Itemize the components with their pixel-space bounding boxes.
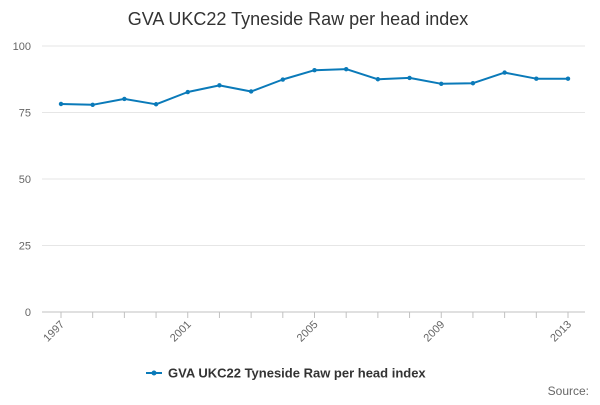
y-tick-label: 0 (25, 307, 31, 319)
x-tick-label: 2001 (168, 319, 194, 345)
data-point[interactable] (153, 102, 159, 107)
data-point[interactable] (343, 66, 349, 72)
y-tick-label: 100 (13, 41, 31, 53)
data-point[interactable] (502, 70, 507, 75)
x-tick-label: 2005 (295, 319, 321, 345)
data-point[interactable] (90, 102, 95, 107)
data-point[interactable] (407, 75, 412, 81)
series-layer (58, 66, 571, 107)
grid-layer (42, 45, 585, 313)
chart-title: GVA UKC22 Tyneside Raw per head index (128, 9, 469, 29)
data-point[interactable] (122, 96, 127, 102)
data-point[interactable] (470, 81, 476, 86)
x-tick-label: 1997 (41, 319, 67, 345)
data-point[interactable] (248, 89, 254, 94)
data-point[interactable] (185, 89, 190, 95)
y-tick-label: 25 (19, 241, 31, 253)
series-line (60, 68, 569, 106)
data-point[interactable] (280, 77, 286, 82)
data-point[interactable] (375, 77, 381, 82)
data-point[interactable] (217, 83, 222, 88)
axis-layer: 0 25 50 75 100 1997 2001 2005 2009 2013 (13, 41, 574, 344)
data-point[interactable] (58, 101, 64, 107)
data-point[interactable] (565, 76, 571, 81)
x-tick-label: 2009 (422, 319, 448, 345)
y-tick-label: 50 (19, 174, 31, 186)
source-label: Source: (548, 384, 589, 398)
y-tick-label: 75 (19, 108, 31, 120)
legend-label: GVA UKC22 Tyneside Raw per head index (168, 366, 426, 381)
x-tick-label: 2013 (548, 319, 574, 345)
legend[interactable]: GVA UKC22 Tyneside Raw per head index (146, 366, 426, 381)
data-point[interactable] (312, 68, 317, 73)
data-point[interactable] (534, 76, 539, 81)
legend-point-marker (151, 370, 157, 376)
data-point[interactable] (439, 81, 444, 86)
